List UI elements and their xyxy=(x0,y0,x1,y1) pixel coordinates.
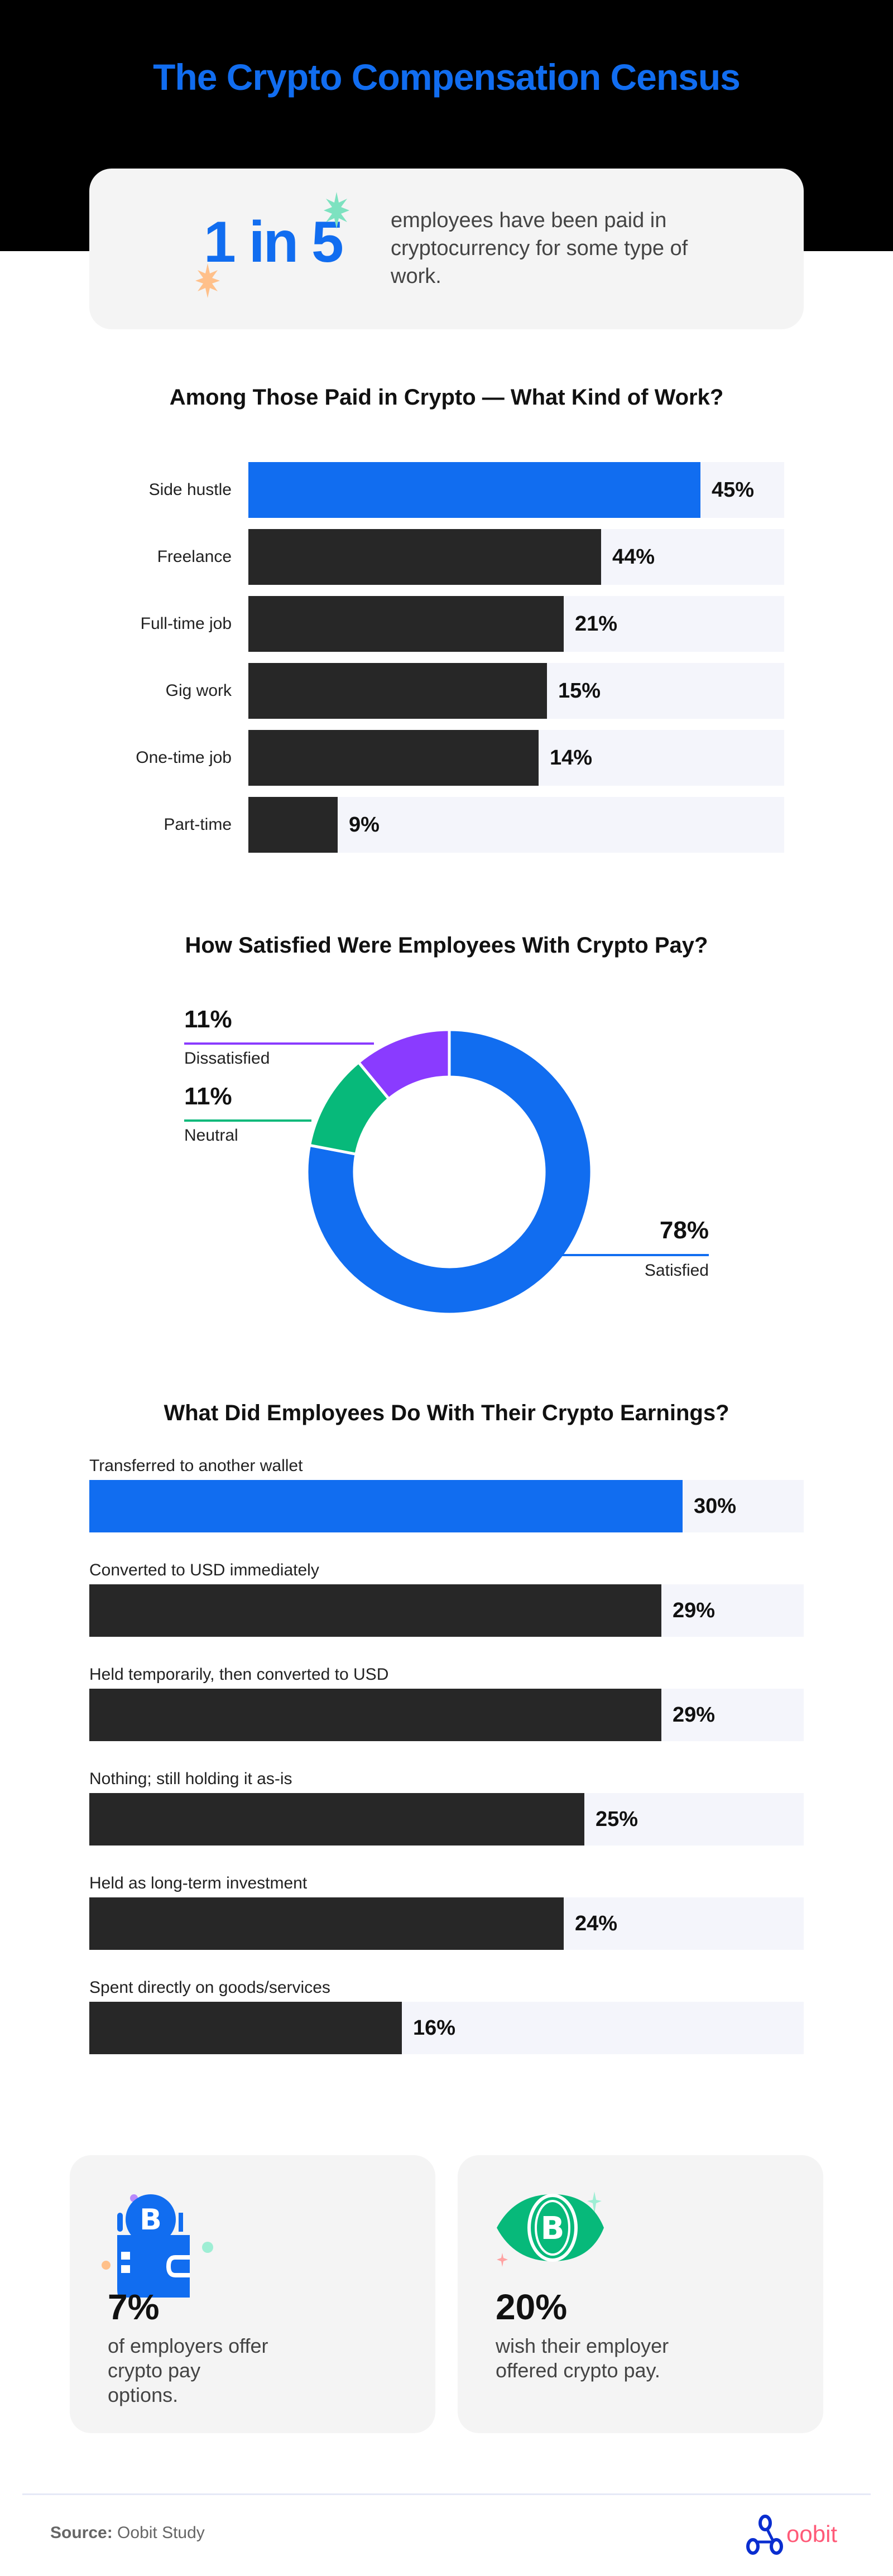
intro-stat-text: employees have been paid in cryptocurren… xyxy=(391,209,688,288)
info-card-employers: B 7% of employers offer crypto pay optio… xyxy=(70,2155,435,2433)
earnings-bar-label: Converted to USD immediately xyxy=(89,1561,319,1579)
source-value: Oobit Study xyxy=(117,2524,205,2542)
page-title: The Crypto Compensation Census xyxy=(153,56,741,98)
earnings-bar-value: 16% xyxy=(413,2016,456,2040)
work-bar-track: 14% xyxy=(248,730,784,786)
dissatisfied-pct: 11% xyxy=(184,1006,232,1033)
work-bar-value: 14% xyxy=(550,746,593,770)
earnings-bar-fill xyxy=(89,1897,564,1950)
earnings-bar-label: Held temporarily, then converted to USD xyxy=(89,1665,389,1684)
earnings-bar-label: Transferred to another wallet xyxy=(89,1457,303,1475)
work-bar-value: 45% xyxy=(712,478,755,502)
donut-ring xyxy=(305,1028,593,1316)
earnings-bar-fill xyxy=(89,1689,661,1741)
work-bar-track: 15% xyxy=(248,663,784,719)
orange-sparkle-icon xyxy=(195,263,220,298)
earnings-bar-track: 24% xyxy=(89,1897,804,1950)
work-bar-label: Full-time job xyxy=(140,614,232,633)
source-note: Source: Oobit Study xyxy=(50,2524,205,2543)
work-bar-row: Freelance 44% xyxy=(0,529,893,585)
dissatisfied-leader-line xyxy=(184,1042,374,1045)
earnings-bar-label: Held as long-term investment xyxy=(89,1874,308,1892)
oobit-logo-mark-icon: oobit xyxy=(746,2515,837,2555)
work-bar-fill xyxy=(248,529,601,585)
work-bar-value: 21% xyxy=(575,612,618,636)
work-bar-row: Side hustle 45% xyxy=(0,462,893,518)
work-bar-label: Part-time xyxy=(164,815,232,834)
satisfied-leader-line xyxy=(561,1254,709,1256)
donut-segment-satisfied xyxy=(305,1028,593,1316)
oobit-logo: oobit xyxy=(745,2514,857,2561)
work-bar-value: 15% xyxy=(558,679,601,703)
footer-divider xyxy=(22,2493,871,2495)
svg-text:B: B xyxy=(541,2210,565,2247)
work-bar-row: Gig work 15% xyxy=(0,663,893,719)
earnings-bar-fill xyxy=(89,1584,661,1637)
dissatisfied-label: Dissatisfied xyxy=(184,1049,270,1068)
earnings-bar-track: 25% xyxy=(89,1793,804,1846)
earnings-bar-value: 25% xyxy=(596,1808,638,1831)
earnings-bar-value: 29% xyxy=(673,1703,716,1727)
green-sparkle-icon xyxy=(324,192,349,229)
work-bar-track: 21% xyxy=(248,596,784,652)
neutral-pct: 11% xyxy=(184,1083,232,1110)
work-bar-label: Freelance xyxy=(157,547,232,566)
earnings-bar-label: Nothing; still holding it as-is xyxy=(89,1770,292,1788)
earnings-bar-track: 16% xyxy=(89,2002,804,2054)
earnings-bar-value: 30% xyxy=(694,1494,737,1518)
work-bar-label: Side hustle xyxy=(148,480,232,499)
work-bar-fill xyxy=(248,730,539,786)
info-card-wish: B 20% wish their employer offered crypto… xyxy=(458,2155,823,2433)
employers-text: of employers offer crypto pay options. xyxy=(108,2334,268,2406)
work-bar-row: Part-time 9% xyxy=(0,797,893,853)
work-bar-value: 9% xyxy=(349,813,380,837)
source-label: Source: xyxy=(50,2524,113,2542)
intro-stat-card: 1 in 5 employees have been paid in crypt… xyxy=(89,169,804,329)
work-bar-label: One-time job xyxy=(136,748,232,767)
wish-pct: 20% xyxy=(496,2287,568,2327)
work-bar-fill xyxy=(248,663,547,719)
satisfaction-chart-title: How Satisfied Were Employees With Crypto… xyxy=(185,933,708,958)
work-bar-track: 45% xyxy=(248,462,784,518)
earnings-bar-track: 29% xyxy=(89,1584,804,1637)
bitcoin-wallet-icon: B xyxy=(102,2194,213,2298)
intro-stat-number: 1 in 5 xyxy=(204,210,344,275)
earnings-bar-fill xyxy=(89,1793,584,1846)
work-chart-title: Among Those Paid in Crypto — What Kind o… xyxy=(169,385,724,410)
oobit-logo-text: oobit xyxy=(786,2521,837,2547)
bitcoin-eye-icon: B xyxy=(497,2191,604,2267)
donut-segment-dissatisfied xyxy=(356,1028,451,1101)
earnings-bar-value: 24% xyxy=(575,1912,618,1935)
work-bar-row: Full-time job 21% xyxy=(0,596,893,652)
neutral-leader-line xyxy=(184,1119,311,1122)
earnings-bar-value: 29% xyxy=(673,1599,716,1622)
work-bar-value: 44% xyxy=(612,545,655,569)
earnings-bar-fill xyxy=(89,1480,683,1532)
satisfied-label: Satisfied xyxy=(644,1261,709,1280)
employers-pct: 7% xyxy=(108,2287,160,2327)
earnings-bar-track: 29% xyxy=(89,1689,804,1741)
earnings-bar-track: 30% xyxy=(89,1480,804,1532)
work-bar-fill xyxy=(248,462,700,518)
earnings-bar-label: Spent directly on goods/services xyxy=(89,1978,330,1997)
svg-text:B: B xyxy=(140,2203,162,2237)
neutral-label: Neutral xyxy=(184,1126,238,1145)
earnings-bar-fill xyxy=(89,2002,402,2054)
wish-text: wish their employer offered crypto pay. xyxy=(496,2334,669,2382)
work-bar-track: 44% xyxy=(248,529,784,585)
work-bar-track: 9% xyxy=(248,797,784,853)
satisfied-pct: 78% xyxy=(659,1217,709,1244)
earnings-chart-title: What Did Employees Do With Their Crypto … xyxy=(164,1401,729,1425)
satisfaction-donut-chart: 11% Dissatisfied 11% Neutral 78% Satisfi… xyxy=(0,982,893,1328)
work-bar-row: One-time job 14% xyxy=(0,730,893,786)
work-bar-fill xyxy=(248,797,338,853)
work-bar-label: Gig work xyxy=(165,681,232,700)
work-bar-fill xyxy=(248,596,564,652)
